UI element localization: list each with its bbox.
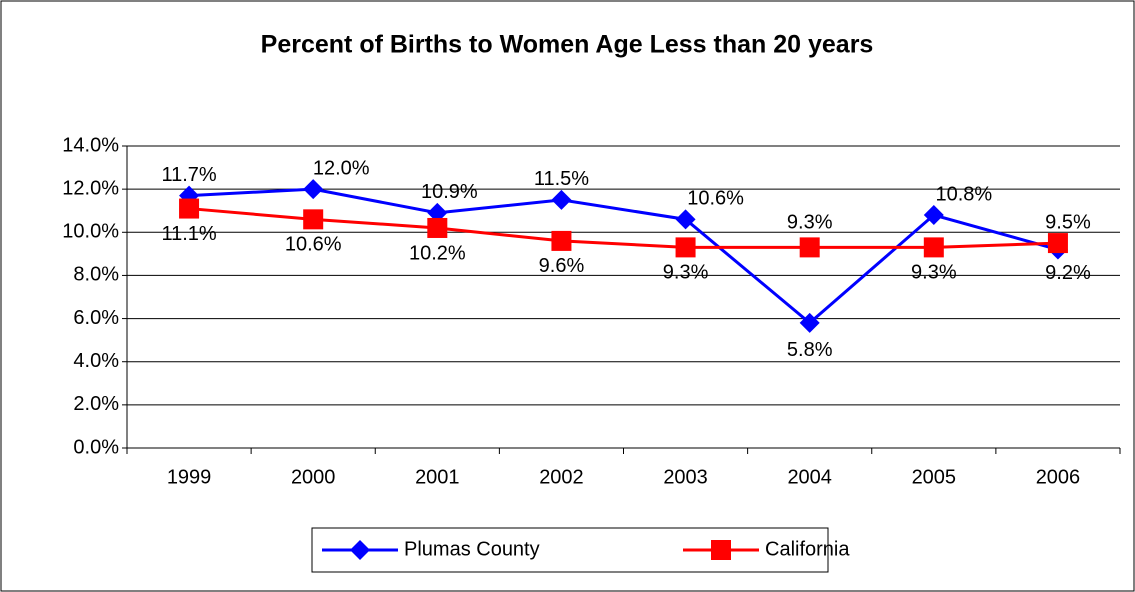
y-tick-label: 8.0% bbox=[73, 264, 119, 286]
y-tick-label: 12.0% bbox=[62, 177, 119, 199]
legend-label: Plumas County bbox=[404, 538, 540, 560]
point bbox=[427, 217, 448, 238]
point bbox=[303, 209, 324, 230]
point bbox=[551, 189, 572, 210]
data-label: 9.2% bbox=[1045, 262, 1091, 284]
y-tick-label: 10.0% bbox=[62, 221, 119, 243]
x-tick-label: 2001 bbox=[415, 466, 460, 488]
point bbox=[923, 237, 944, 258]
data-label: 10.9% bbox=[421, 181, 478, 203]
y-tick-label: 14.0% bbox=[62, 134, 119, 156]
data-label: 5.8% bbox=[787, 339, 833, 361]
data-label: 9.3% bbox=[911, 262, 957, 284]
point bbox=[179, 198, 200, 219]
legend-marker bbox=[711, 540, 731, 560]
point bbox=[1047, 233, 1068, 254]
x-tick-label: 2003 bbox=[663, 466, 708, 488]
x-tick-label: 2000 bbox=[291, 466, 336, 488]
data-label: 10.2% bbox=[409, 242, 466, 264]
data-label: 9.3% bbox=[663, 262, 709, 284]
data-label: 10.6% bbox=[687, 188, 744, 210]
data-label: 12.0% bbox=[313, 157, 370, 179]
chart-title: Percent of Births to Women Age Less than… bbox=[261, 31, 874, 59]
data-label: 11.1% bbox=[161, 223, 216, 245]
point bbox=[923, 205, 944, 226]
x-tick-label: 2004 bbox=[787, 466, 832, 488]
point bbox=[675, 237, 696, 258]
data-label: 11.7% bbox=[161, 164, 216, 186]
data-label: 9.3% bbox=[787, 212, 833, 234]
series-line bbox=[188, 207, 1058, 249]
x-tick-label: 2005 bbox=[912, 466, 957, 488]
y-tick-label: 0.0% bbox=[73, 436, 119, 458]
legend-label: California bbox=[765, 538, 850, 560]
x-tick-label: 1999 bbox=[167, 466, 212, 488]
point bbox=[427, 202, 448, 223]
point bbox=[799, 237, 820, 258]
x-tick-label: 2002 bbox=[539, 466, 584, 488]
y-tick-label: 2.0% bbox=[73, 393, 119, 415]
point bbox=[551, 230, 572, 251]
series-line bbox=[188, 187, 1059, 325]
data-label: 11.5% bbox=[534, 168, 589, 190]
y-tick-label: 6.0% bbox=[73, 307, 119, 329]
data-label: 10.6% bbox=[285, 234, 342, 256]
point bbox=[303, 179, 324, 200]
point bbox=[675, 209, 696, 230]
x-tick-label: 2006 bbox=[1036, 466, 1081, 488]
legend-marker bbox=[350, 540, 370, 560]
data-label: 9.5% bbox=[1045, 211, 1091, 233]
data-label: 9.6% bbox=[539, 255, 585, 277]
data-label: 10.8% bbox=[935, 183, 992, 205]
point bbox=[799, 312, 820, 333]
y-tick-label: 4.0% bbox=[73, 350, 119, 372]
